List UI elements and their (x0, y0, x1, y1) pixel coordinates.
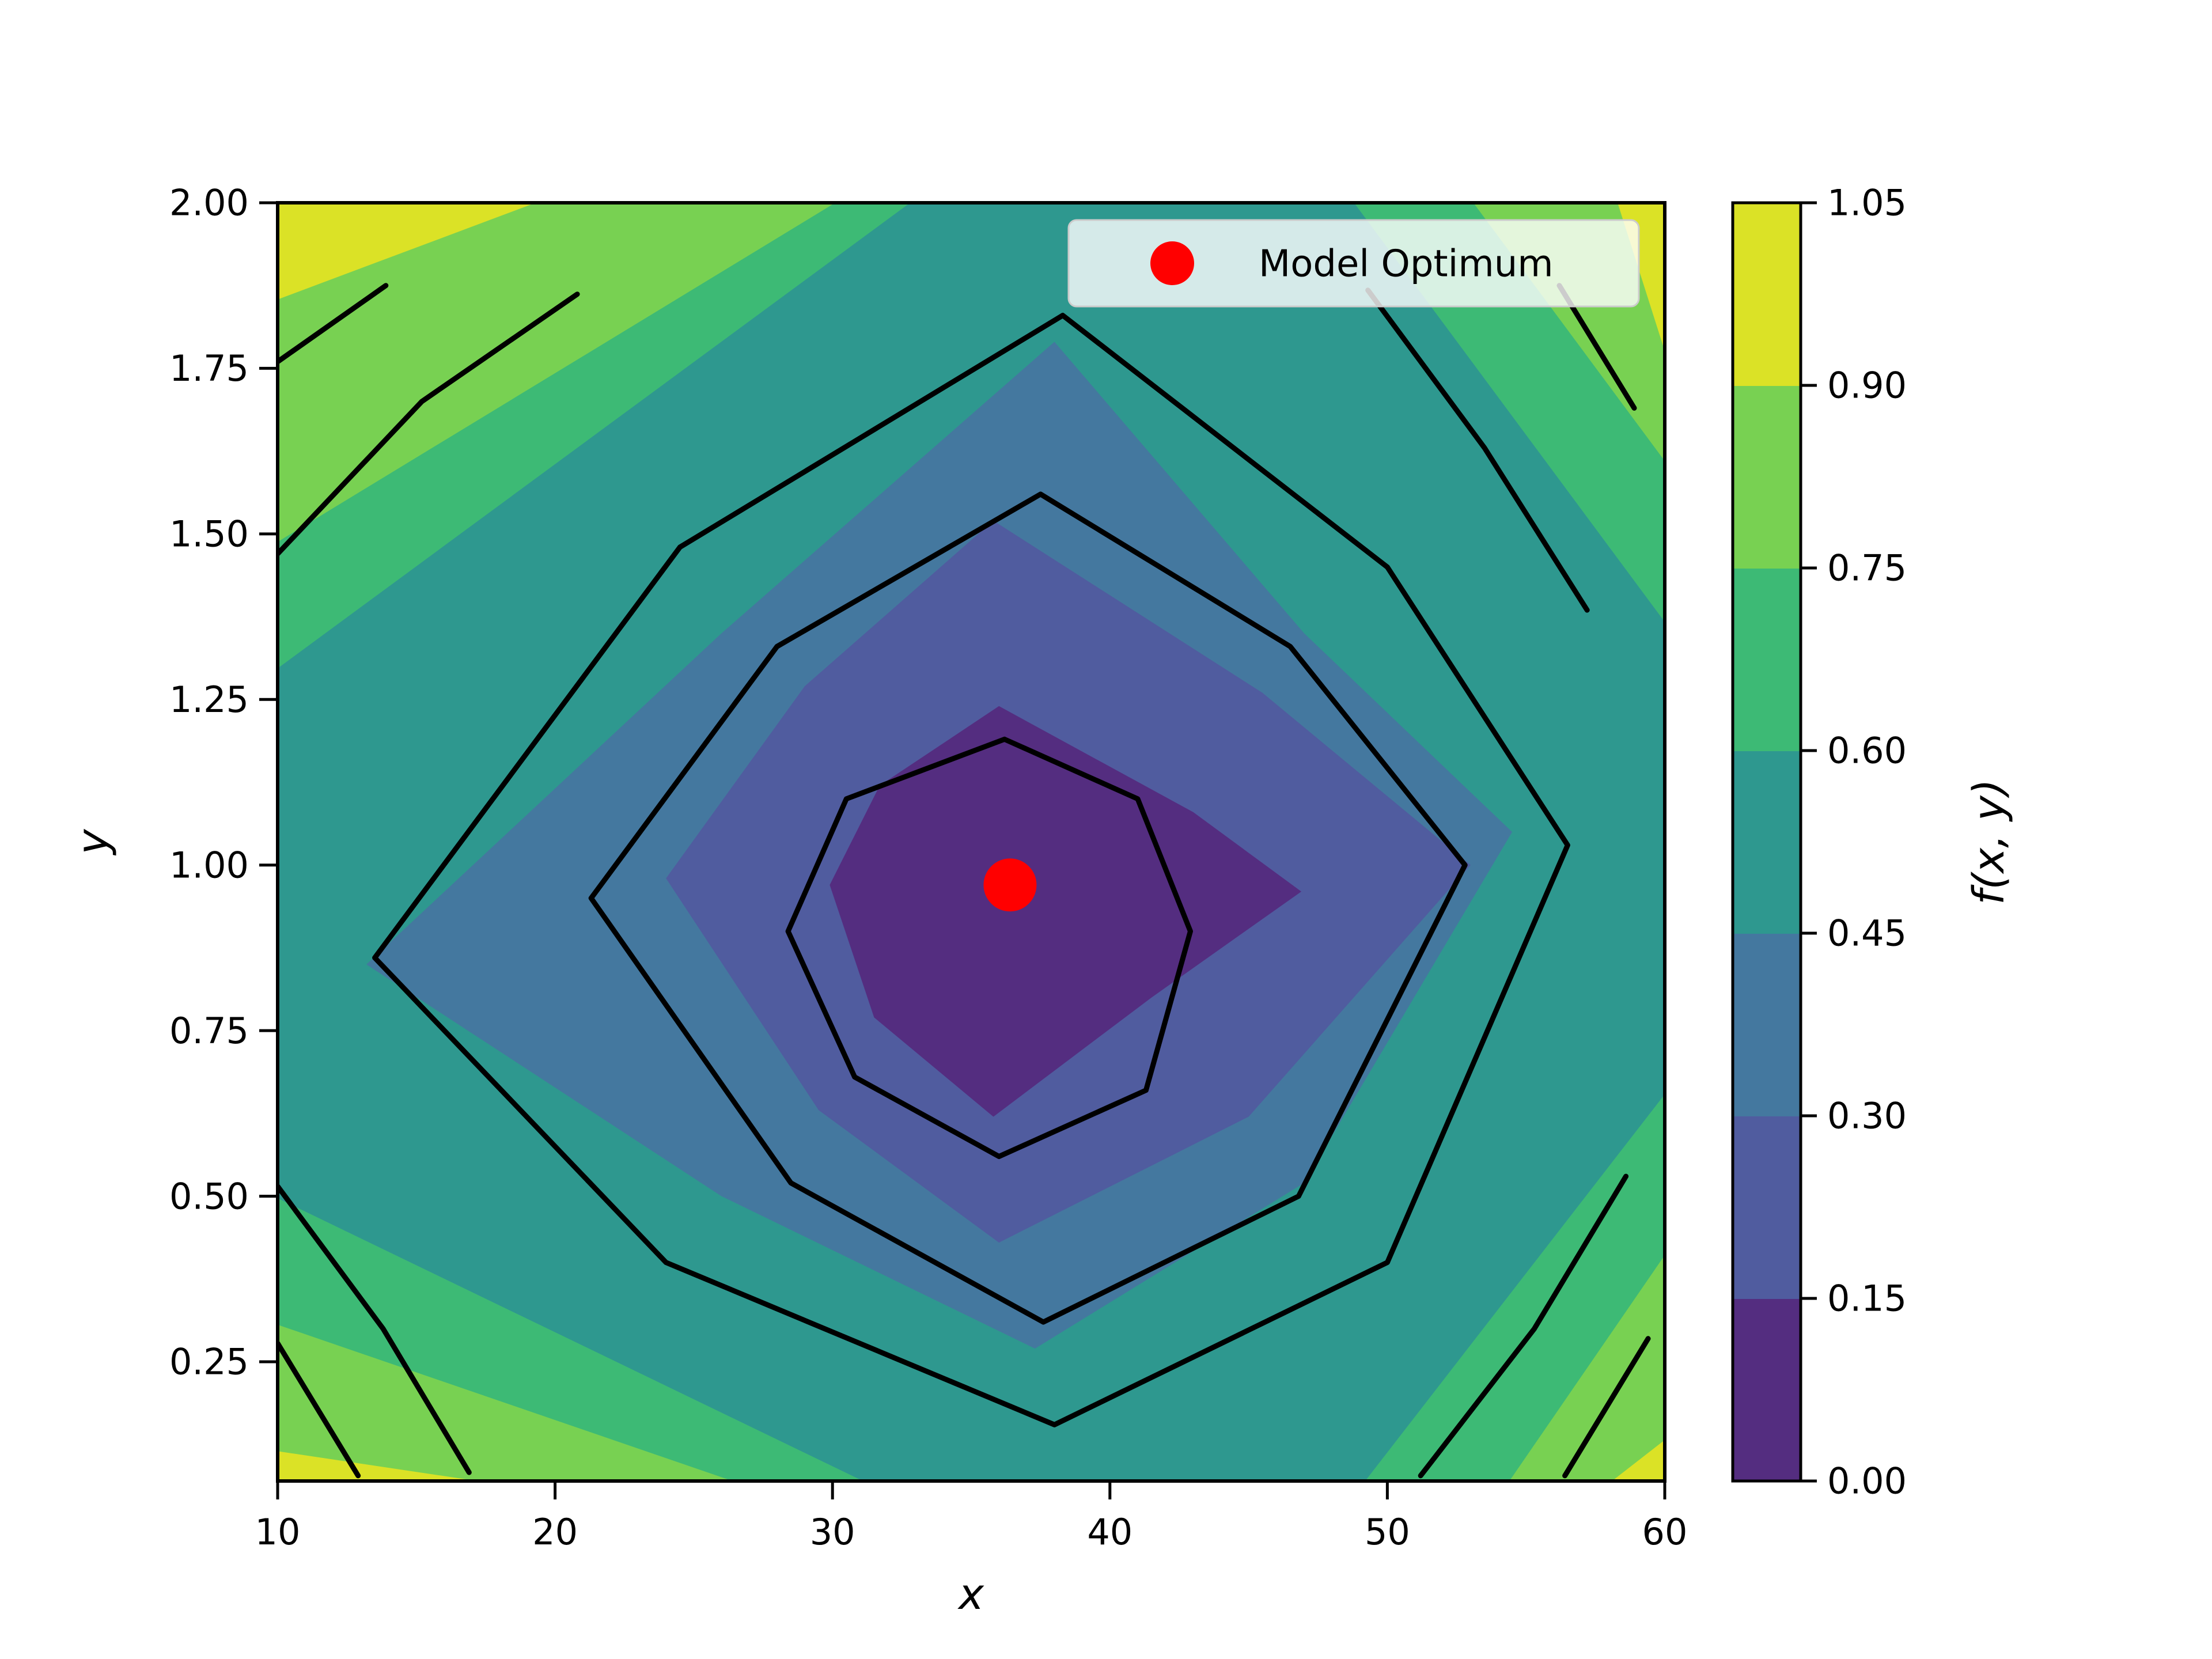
y-axis-label: y (68, 828, 118, 855)
y-tick-label: 0.50 (169, 1175, 249, 1217)
x-tick-label: 50 (1365, 1511, 1410, 1553)
colorbar-tick-label: 0.15 (1827, 1278, 1907, 1320)
x-tick-label: 10 (255, 1511, 301, 1553)
contour-segment (278, 1183, 472, 1475)
y-tick-label: 1.00 (169, 844, 249, 886)
contour-segment (1562, 1336, 1651, 1479)
x-axis-label: x (957, 1570, 984, 1619)
colorbar-tick-label: 0.30 (1827, 1095, 1907, 1137)
optimum-point (983, 858, 1037, 912)
contour-segment (1365, 287, 1590, 613)
y-tick-label: 1.25 (169, 679, 249, 721)
y-tick-label: 1.50 (169, 513, 249, 555)
x-tick-label: 60 (1642, 1511, 1688, 1553)
plot-border (276, 201, 1666, 1483)
y-tick-label: 0.75 (169, 1010, 249, 1052)
contour-segment (278, 291, 580, 556)
colorbar-tick-label: 0.90 (1827, 365, 1907, 407)
contour-fill-bands (278, 203, 1665, 1481)
contour-lines (278, 283, 1651, 1479)
colorbar-band (1733, 751, 1801, 934)
y-tick-label: 2.00 (169, 182, 249, 224)
x-tick-label: 40 (1087, 1511, 1132, 1553)
colorbar-band (1733, 203, 1801, 386)
colorbar-outline (1731, 201, 1802, 1483)
legend-marker-optimum (1150, 241, 1194, 285)
contour-segment (1418, 1173, 1629, 1479)
axes-frame: 10 20 30 40 50 60 2.00 1.75 1.50 1.25 1.00 0.75 0.50… (68, 182, 1688, 1619)
x-tick-label: 20 (532, 1511, 578, 1553)
contour-ring (785, 736, 1193, 1160)
colorbar-tick-label: 1.05 (1827, 182, 1907, 224)
colorbar-axis-label: f(x, y) (1964, 779, 2014, 904)
optimum-marker-group (983, 858, 1037, 912)
contour-ring (588, 491, 1468, 1325)
colorbar-tick-label: 0.45 (1827, 912, 1907, 955)
colorbar-band (1733, 385, 1801, 569)
contour-band (830, 706, 1302, 1117)
y-tick-label: 1.75 (169, 347, 249, 389)
contour-ring (372, 313, 1570, 1427)
legend-box (1067, 219, 1640, 308)
colorbar-band (1733, 933, 1801, 1116)
colorbar-band (1733, 1298, 1801, 1482)
legend-label: Model Optimum (1259, 243, 1554, 285)
x-tick-label: 30 (810, 1511, 855, 1553)
colorbar: 1.05 0.90 0.75 0.60 0.45 0.30 0.15 0.00 f(x, y) (1731, 182, 2014, 1502)
contour-segment (278, 1340, 361, 1479)
colorbar-tick-label: 0.75 (1827, 547, 1907, 589)
colorbar-band (1733, 568, 1801, 751)
colorbar-tick-label: 0.60 (1827, 730, 1907, 772)
colorbar-band (1733, 1116, 1801, 1299)
legend: Model Optimum (1067, 219, 1640, 308)
contour-segment (278, 283, 389, 365)
colorbar-tick-label: 0.00 (1827, 1460, 1907, 1502)
y-tick-label: 0.25 (169, 1341, 249, 1383)
